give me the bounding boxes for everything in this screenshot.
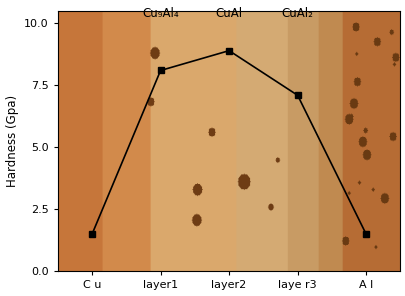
Text: CuAl: CuAl xyxy=(215,7,242,20)
Text: Cu₉Al₄: Cu₉Al₄ xyxy=(142,7,179,20)
Y-axis label: Hardness (Gpa): Hardness (Gpa) xyxy=(6,95,19,187)
Text: CuAl₂: CuAl₂ xyxy=(281,7,313,20)
